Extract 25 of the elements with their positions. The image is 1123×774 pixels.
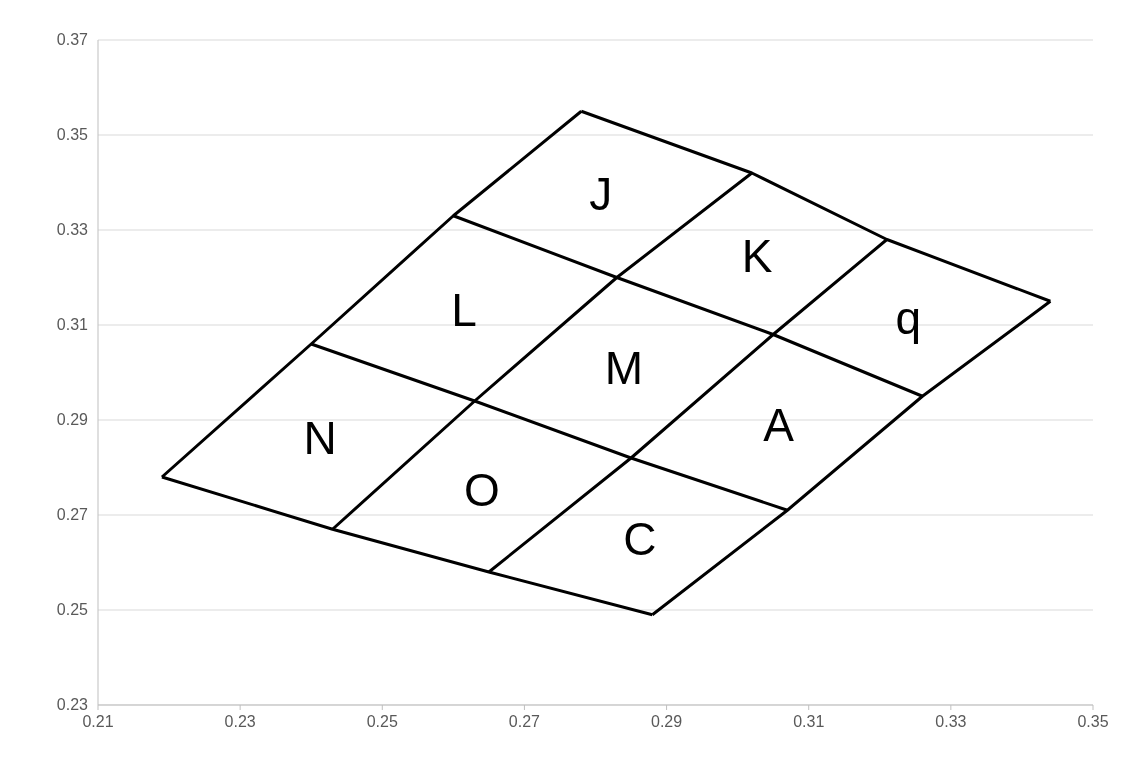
y-tick-label: 0.29 (56, 411, 89, 428)
x-tick-label: 0.25 (366, 713, 398, 730)
x-tick-label: 0.21 (82, 713, 114, 730)
y-tick-label: 0.35 (56, 126, 89, 143)
y-tick-label: 0.23 (56, 696, 89, 713)
annotation: O (463, 464, 500, 517)
y-tick-label: 0.25 (56, 601, 89, 618)
x-tick-label: 0.23 (224, 713, 256, 730)
y-tick-label: 0.31 (56, 316, 89, 333)
annotation: K (741, 230, 773, 283)
annotation: L (451, 283, 477, 336)
y-tick-label: 0.37 (56, 31, 89, 48)
x-tick-label: 0.35 (1077, 713, 1109, 730)
y-tick-label: 0.33 (56, 221, 89, 238)
x-tick-label: 0.33 (935, 713, 967, 730)
x-tick-label: 0.31 (793, 713, 825, 730)
x-tick-label: 0.29 (651, 713, 683, 730)
annotation: C (623, 512, 657, 565)
annotation: A (763, 398, 795, 451)
annotation: J (589, 168, 613, 221)
y-tick-label: 0.27 (56, 506, 89, 523)
annotation: N (303, 411, 337, 464)
x-tick-label: 0.27 (508, 713, 541, 730)
annotation: q (895, 291, 922, 344)
annotation: M (604, 341, 644, 394)
